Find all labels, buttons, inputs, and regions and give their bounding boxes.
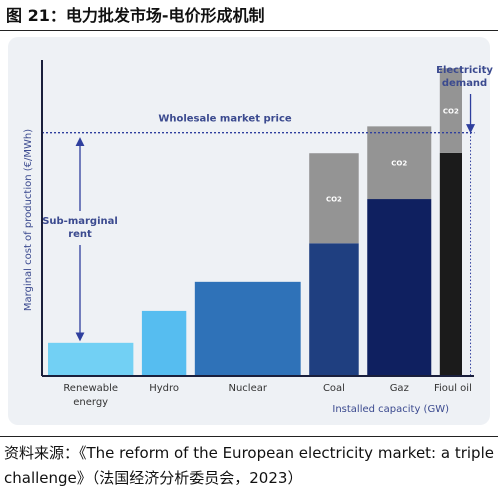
category-label-1: Hydro: [149, 383, 179, 394]
source-note: 资料来源：《The reform of the European electri…: [4, 444, 494, 487]
bar-1: [141, 310, 187, 376]
wholesale-price-label: Wholesale market price: [158, 114, 292, 125]
category-label-2: Nuclear: [228, 383, 267, 394]
x-axis-label: Installed capacity (GW): [332, 404, 449, 415]
electricity-demand-label-1: demand: [442, 78, 487, 89]
category-label-0-1: energy: [73, 397, 108, 408]
bar-4: [367, 199, 432, 376]
co2-label-3: CO2: [326, 195, 342, 203]
y-axis-label: Marginal cost of production (€/MWh): [23, 129, 34, 311]
bar-3: [309, 243, 359, 376]
figure-title: 图 21：电力批发市场-电价形成机制: [6, 6, 265, 25]
category-label-0-0: Renewable: [63, 383, 118, 394]
bar-5: [439, 152, 462, 376]
category-label-3: Coal: [323, 383, 345, 394]
top-rule: [0, 30, 498, 31]
category-label-4: Gaz: [390, 383, 409, 394]
category-label-5: Fioul oil: [434, 383, 472, 394]
co2-segment-5: [439, 68, 462, 153]
sub-marginal-rent-label-1: rent: [68, 229, 92, 240]
sub-marginal-rent-label-bg: [51, 211, 109, 245]
co2-label-4: CO2: [391, 160, 407, 168]
bottom-rule: [0, 436, 498, 437]
bar-0: [48, 342, 134, 376]
annotations-layer: [42, 94, 476, 376]
bars-layer: [48, 68, 462, 376]
sub-marginal-rent-label-0: Sub-marginal: [42, 216, 118, 227]
bar-2: [194, 281, 301, 376]
co2-segment-3: [309, 153, 359, 244]
co2-segment-4: [367, 126, 432, 200]
labels-layer: CO2 CO2 CO2 Wholesale market price Electrici…: [23, 65, 493, 415]
axes-layer: [41, 60, 474, 377]
electricity-demand-label-0: Electricity: [436, 65, 493, 76]
co2-label-5: CO2: [443, 108, 459, 116]
